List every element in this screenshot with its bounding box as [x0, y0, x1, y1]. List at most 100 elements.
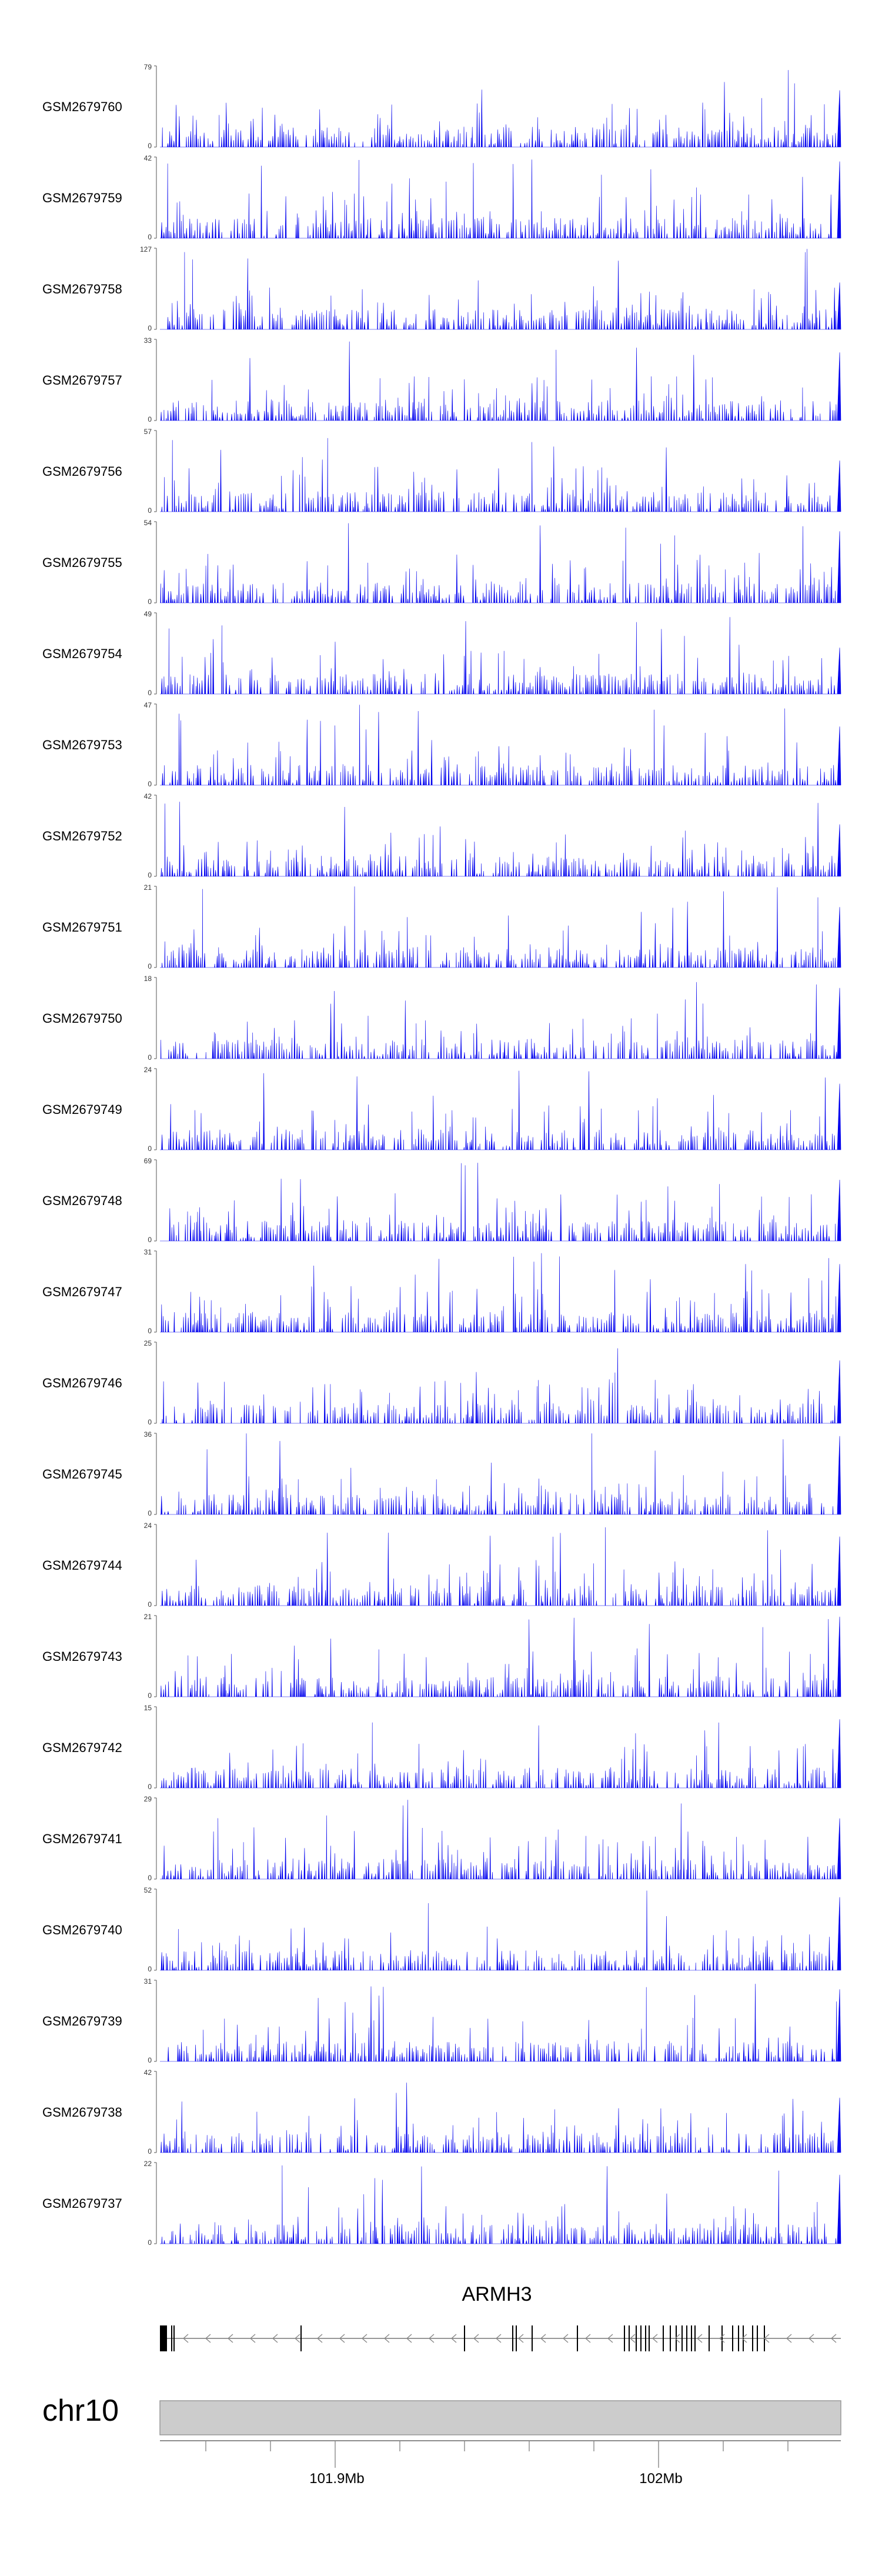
coverage-track: GSM2679753 47 0 [42, 701, 841, 788]
coverage-track: GSM2679737 22 0 [42, 2160, 841, 2247]
track-label: GSM2679737 [42, 2196, 122, 2211]
strand-arrow [383, 2334, 390, 2343]
gene-name-label: ARMH3 [462, 2283, 532, 2305]
track-label: GSM2679744 [42, 1558, 122, 1573]
strand-arrow [629, 2334, 636, 2343]
coverage-track: GSM2679740 52 0 [42, 1886, 841, 1973]
coverage-track: GSM2679744 24 0 [42, 1521, 841, 1609]
coverage-area [160, 249, 841, 330]
strand-arrow [249, 2334, 256, 2343]
y-max-label: 54 [144, 519, 152, 527]
y-max-label: 18 [144, 975, 152, 983]
y-max-label: 36 [144, 1430, 152, 1439]
strand-arrow [830, 2334, 837, 2343]
strand-arrow [674, 2334, 680, 2343]
coverage-area [160, 1616, 841, 1697]
y-min-label: 0 [148, 2238, 152, 2247]
y-max-label: 52 [144, 1886, 152, 1894]
coverage-area [160, 617, 841, 695]
coverage-area [160, 1070, 841, 1150]
y-min-label: 0 [148, 506, 152, 515]
strand-arrow [696, 2334, 703, 2343]
coverage-track: GSM2679758 127 0 [42, 245, 841, 332]
coverage-area [160, 1253, 841, 1333]
coverage-area [160, 2083, 841, 2153]
y-max-label: 42 [144, 792, 152, 800]
coverage-area [160, 70, 841, 148]
y-max-label: 21 [144, 1613, 152, 1621]
track-label: GSM2679740 [42, 1923, 122, 1937]
y-min-label: 0 [148, 780, 152, 788]
coverage-area [160, 1348, 841, 1424]
track-label: GSM2679747 [42, 1284, 122, 1299]
track-label: GSM2679748 [42, 1193, 122, 1208]
strand-arrow [540, 2334, 546, 2343]
coverage-track: GSM2679755 54 0 [42, 519, 841, 606]
coverage-track: GSM2679760 79 0 [42, 63, 841, 150]
track-label: GSM2679739 [42, 2014, 122, 2028]
y-min-label: 0 [148, 324, 152, 332]
coverage-track: GSM2679739 31 0 [42, 1977, 841, 2064]
track-label: GSM2679752 [42, 829, 122, 843]
track-label: GSM2679756 [42, 464, 122, 479]
y-max-label: 42 [144, 154, 152, 162]
track-label: GSM2679760 [42, 99, 122, 114]
coverage-area [160, 341, 841, 421]
y-min-label: 0 [148, 2147, 152, 2155]
coverage-track: GSM2679756 57 0 [42, 428, 841, 515]
coverage-track: GSM2679746 25 0 [42, 1339, 841, 1426]
coverage-track: GSM2679738 42 0 [42, 2068, 841, 2155]
strand-arrow [763, 2334, 770, 2343]
coverage-track: GSM2679741 29 0 [42, 1795, 841, 1882]
coverage-area [160, 159, 841, 239]
y-max-label: 79 [144, 63, 152, 71]
coverage-track: GSM2679752 42 0 [42, 792, 841, 879]
track-label: GSM2679749 [42, 1102, 122, 1117]
strand-arrow [450, 2334, 457, 2343]
strand-arrow [339, 2334, 345, 2343]
y-min-label: 0 [148, 1783, 152, 1791]
coverage-area [160, 1800, 841, 1880]
axis-tick-label: 102Mb [639, 2471, 682, 2487]
coverage-area [160, 523, 841, 603]
y-min-label: 0 [148, 415, 152, 423]
y-min-label: 0 [148, 598, 152, 606]
y-max-label: 31 [144, 1248, 152, 1256]
track-label: GSM2679745 [42, 1467, 122, 1481]
coverage-track: GSM2679747 31 0 [42, 1248, 841, 1335]
y-min-label: 0 [148, 1691, 152, 1700]
strand-arrow [652, 2334, 658, 2343]
coverage-area [160, 438, 841, 512]
strand-arrow [473, 2334, 479, 2343]
strand-arrow [517, 2334, 524, 2343]
coverage-track: GSM2679751 21 0 [42, 883, 841, 970]
y-max-label: 24 [144, 1066, 152, 1074]
y-min-label: 0 [148, 1509, 152, 1517]
strand-arrow [719, 2334, 725, 2343]
y-min-label: 0 [148, 1965, 152, 1973]
strand-arrow [294, 2334, 300, 2343]
coverage-area [160, 1890, 841, 1971]
coverage-tracks: GSM2679760 79 0 GSM2679759 42 0 GSM2679758 127 0… [42, 63, 841, 2247]
y-max-label: 29 [144, 1795, 152, 1803]
y-min-label: 0 [148, 962, 152, 970]
strand-arrow [584, 2334, 591, 2343]
y-min-label: 0 [148, 1418, 152, 1426]
y-max-label: 24 [144, 1521, 152, 1530]
y-max-label: 47 [144, 701, 152, 709]
y-min-label: 0 [148, 233, 152, 241]
coverage-area [160, 705, 841, 786]
y-max-label: 57 [144, 428, 152, 436]
strand-arrow [607, 2334, 613, 2343]
track-label: GSM2679750 [42, 1011, 122, 1026]
y-max-label: 21 [144, 883, 152, 892]
coverage-area [160, 1527, 841, 1606]
track-label: GSM2679746 [42, 1376, 122, 1390]
coverage-track: GSM2679742 15 0 [42, 1704, 841, 1791]
y-max-label: 25 [144, 1339, 152, 1347]
track-label: GSM2679751 [42, 920, 122, 935]
track-label: GSM2679754 [42, 646, 122, 661]
strand-arrow [227, 2334, 233, 2343]
track-label: GSM2679738 [42, 2105, 122, 2120]
coverage-track: GSM2679745 36 0 [42, 1430, 841, 1517]
